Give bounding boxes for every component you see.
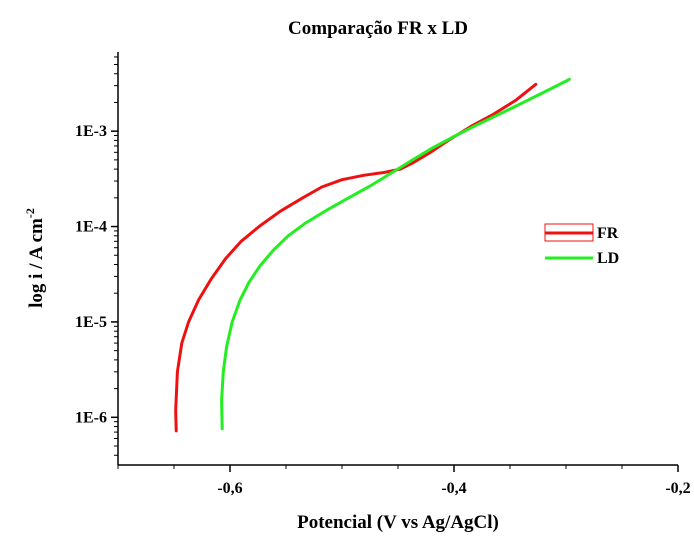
series-line-ld bbox=[220, 77, 571, 431]
x-tick-label: -0,6 bbox=[217, 480, 242, 497]
y-tick-label: 1E-5 bbox=[75, 314, 107, 331]
legend: FR LD bbox=[544, 223, 619, 267]
plot-area: -0,6 -0,4 -0,2 1E-6 1E-5 1E-4 1E-3 bbox=[75, 52, 691, 497]
y-axis-label: log i / A cm-2 bbox=[23, 208, 47, 308]
x-axis-label: Potencial (V vs Ag/AgCl) bbox=[297, 512, 499, 533]
chart-title: Comparação FR x LD bbox=[288, 18, 468, 39]
x-tick-label: -0,4 bbox=[441, 480, 466, 497]
x-tick-label: -0,2 bbox=[665, 480, 690, 497]
y-tick-label: 1E-6 bbox=[75, 409, 107, 426]
y-axis-label-superscript: -2 bbox=[23, 208, 37, 218]
axis-ticks: -0,6 -0,4 -0,2 1E-6 1E-5 1E-4 1E-3 bbox=[75, 56, 691, 497]
legend-label-fr: FR bbox=[597, 225, 619, 242]
y-axis-label-main: log i / A cm bbox=[26, 218, 47, 308]
series-line-fr bbox=[174, 82, 538, 433]
legend-label-ld: LD bbox=[597, 250, 619, 267]
y-tick-label: 1E-4 bbox=[75, 219, 107, 236]
series-layer bbox=[174, 77, 571, 433]
y-tick-label: 1E-3 bbox=[75, 123, 107, 140]
